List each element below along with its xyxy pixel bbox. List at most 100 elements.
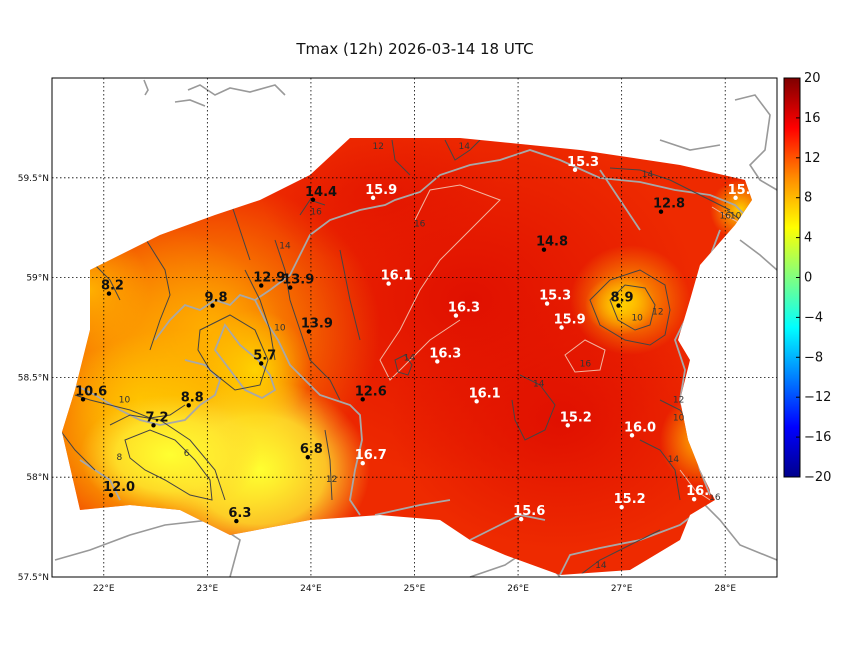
station: 16.3 xyxy=(429,346,461,364)
station: 16.1 xyxy=(469,386,501,404)
station-dot xyxy=(658,209,664,214)
station-value: 15.2 xyxy=(560,410,592,425)
station: 15.3 xyxy=(539,289,571,306)
station-value: 12.0 xyxy=(103,480,135,495)
colorbar-tick-label: 4 xyxy=(804,231,812,246)
colorbar-tick-label: 12 xyxy=(804,151,821,166)
isotherm-label: 14 xyxy=(404,353,416,363)
station-value: 14.8 xyxy=(536,235,568,250)
colorbar-tick-label: 8 xyxy=(804,191,812,206)
isotherm-label: 16 xyxy=(580,359,592,369)
station: 14.4 xyxy=(305,185,337,202)
isotherm-label: 12 xyxy=(326,475,337,485)
station: 16.1 xyxy=(381,269,413,286)
isotherm-label: 12 xyxy=(652,308,663,318)
station-value: 16.7 xyxy=(355,448,387,463)
isotherm-label: 14 xyxy=(533,379,545,389)
isotherm-label: 16 xyxy=(414,220,426,230)
station-value: 10.6 xyxy=(75,384,107,399)
station: 8.2 xyxy=(101,279,124,296)
station-dot xyxy=(544,301,550,306)
station-dot xyxy=(288,285,293,290)
station: 16.3 xyxy=(448,301,480,318)
lat-tick-labels: 57.5°N 58°N 58.5°N 59°N 59.5°N xyxy=(18,174,49,583)
station: 8.9 xyxy=(611,291,634,308)
station-value: 15.3 xyxy=(567,155,599,170)
station: 15.2 xyxy=(560,410,592,428)
station-dot xyxy=(691,496,697,502)
station-dot xyxy=(435,359,440,364)
station: 9.8 xyxy=(205,291,228,308)
lon-tick-label: 24°E xyxy=(300,584,322,594)
colorbar-tick-label: −12 xyxy=(804,390,831,405)
colorbar-tick-label: −16 xyxy=(804,430,831,445)
lat-tick-label: 59.5°N xyxy=(18,174,49,184)
stations: 14.4 15.915.315.912.814.88.212.913.9 16.19… xyxy=(75,155,760,524)
lat-tick-label: 57.5°N xyxy=(18,573,49,583)
lat-tick-label: 58°N xyxy=(26,473,49,483)
station-dot xyxy=(234,518,239,524)
isotherm-label: 12 xyxy=(673,395,684,405)
station-dot xyxy=(629,433,635,438)
station-dot xyxy=(616,303,621,308)
colorbar-tick-label: 16 xyxy=(804,111,821,126)
isotherm-label: 6 xyxy=(184,449,190,459)
station-dot xyxy=(360,397,365,402)
isotherm-contours xyxy=(62,139,746,575)
station-dot xyxy=(733,195,738,200)
station-value: 16.3 xyxy=(429,346,461,361)
colorbar-tick-label: −8 xyxy=(804,350,823,365)
station-value: 13.9 xyxy=(282,273,314,288)
isotherm-label: 8 xyxy=(116,453,122,463)
station-dot xyxy=(259,283,264,288)
station-dot xyxy=(370,195,376,200)
station: 16.7 xyxy=(355,448,387,466)
station-dot xyxy=(360,461,365,466)
station: 14.8 xyxy=(536,235,568,252)
station: 12.9 xyxy=(253,271,285,288)
station-value: 16.1 xyxy=(381,269,413,284)
station-dot xyxy=(565,423,570,428)
station-dot xyxy=(108,492,114,498)
colorbar-tick-label: 0 xyxy=(804,271,812,286)
isotherm-label: 16 xyxy=(310,208,322,218)
colorbar-tick-label: −20 xyxy=(804,470,831,485)
station-value: 6.8 xyxy=(300,442,323,457)
station-dot xyxy=(305,455,311,460)
lon-tick-label: 26°E xyxy=(507,584,529,594)
isotherm-label: 16 xyxy=(719,212,731,222)
graticule xyxy=(52,78,777,578)
station: 15.3 xyxy=(567,155,599,173)
station-value: 16.1 xyxy=(469,386,501,401)
station-dot xyxy=(310,197,316,202)
isotherm-label: 14 xyxy=(279,242,291,252)
station-dot xyxy=(559,325,564,330)
lat-tick-label: 59°N xyxy=(26,274,49,284)
station: 13.9 xyxy=(301,316,333,334)
isotherm-label: 10 xyxy=(673,413,685,423)
station: 15.9 xyxy=(728,183,760,200)
isotherm-label: 14 xyxy=(642,170,654,180)
station-dot xyxy=(306,329,312,334)
station: 13.9 xyxy=(282,273,314,290)
station-value: 9.8 xyxy=(205,291,228,306)
lon-tick-labels: 22°E 23°E 24°E 25°E 26°E 27°E 28°E xyxy=(93,584,736,594)
station-dot xyxy=(619,504,624,510)
lon-tick-label: 23°E xyxy=(197,584,219,594)
station: 15.9 xyxy=(365,183,397,200)
station-dot xyxy=(541,247,547,252)
station-value: 12.8 xyxy=(653,197,685,212)
station-value: 7.2 xyxy=(146,410,169,425)
station-dot xyxy=(474,399,479,404)
isotherm-label: 10 xyxy=(730,212,742,222)
station: 12.6 xyxy=(355,384,387,402)
isotherm-label: 16 xyxy=(709,493,721,503)
station: 15.2 xyxy=(614,492,646,510)
station: 6.3 xyxy=(228,506,251,524)
station-value: 15.3 xyxy=(539,289,571,304)
station-value: 12.6 xyxy=(355,384,387,399)
isotherm-label: 10 xyxy=(274,324,286,334)
isotherm-label: 14 xyxy=(595,561,607,571)
